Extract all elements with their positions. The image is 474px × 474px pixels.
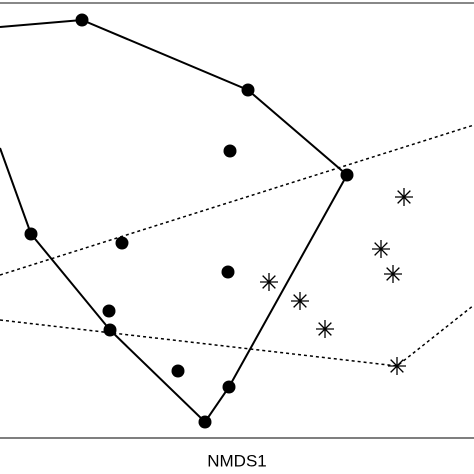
star-point (388, 357, 406, 375)
star-point (384, 265, 402, 283)
star-point (260, 273, 278, 291)
plot-area (0, 13, 474, 429)
point (221, 265, 235, 279)
star-point (316, 320, 334, 338)
hull-line (0, 304, 474, 367)
star-stroke (293, 294, 307, 308)
point (115, 236, 129, 250)
hull-line (0, 124, 474, 276)
star-point (291, 292, 309, 310)
x-axis-label: NMDS1 (207, 451, 267, 470)
star-stroke (318, 322, 332, 336)
star-stroke (386, 267, 400, 281)
hull-line (0, 18, 349, 424)
point (102, 304, 116, 318)
point (171, 364, 185, 378)
star-point (372, 240, 390, 258)
star-point (395, 188, 413, 206)
star-stroke (374, 242, 388, 256)
star-stroke (390, 359, 404, 373)
star-stroke (262, 275, 276, 289)
star-stroke (397, 190, 411, 204)
point (223, 144, 237, 158)
